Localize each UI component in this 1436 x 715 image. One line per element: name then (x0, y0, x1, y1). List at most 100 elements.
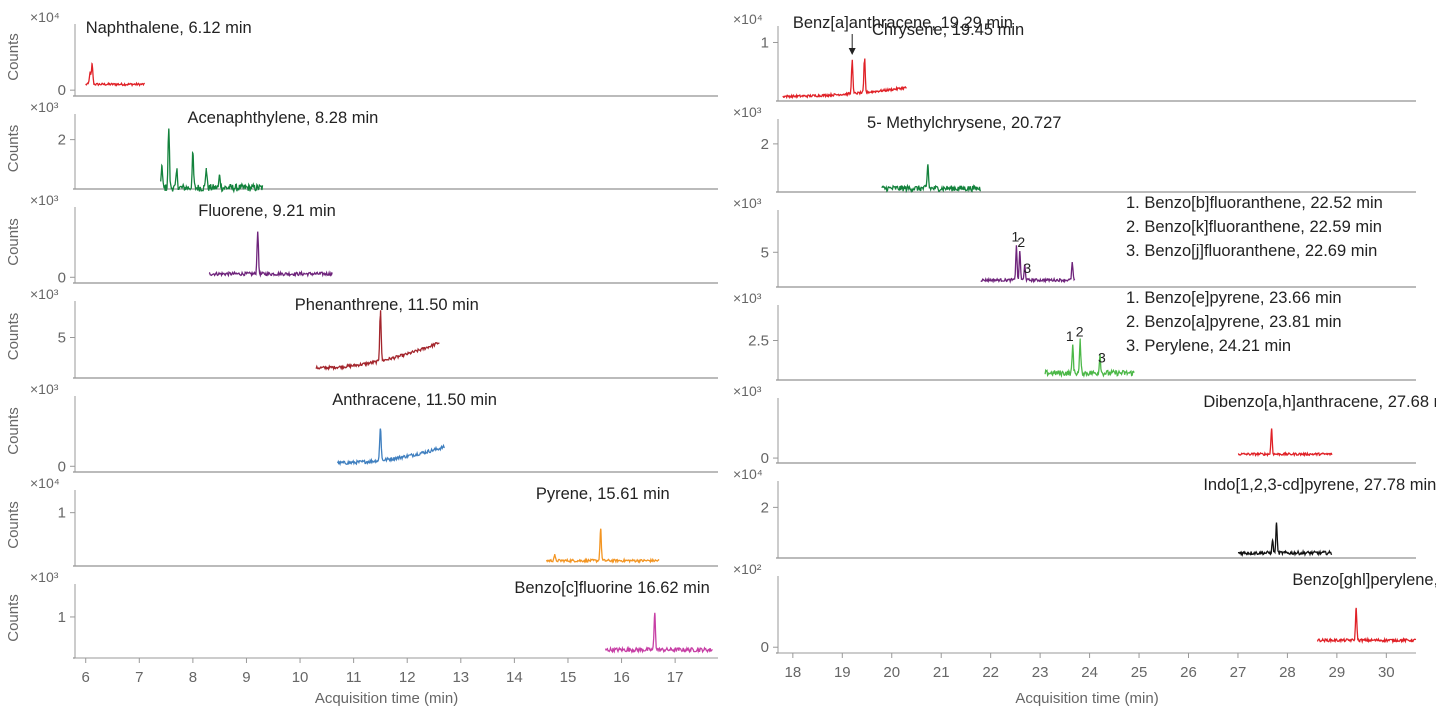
y-tick-label: 0 (58, 269, 66, 286)
compound-annotation: Benz[a]anthracene, 19.29 min (793, 14, 1013, 32)
y-tick-label: 2 (58, 132, 66, 149)
peak-legend-entry: 1. Benzo[b]fluoranthene, 22.52 min (1126, 194, 1383, 212)
chromatogram-trace (208, 231, 333, 278)
y-multiplier-label: ×10⁴ (733, 466, 763, 482)
y-tick-label: 5 (58, 330, 66, 347)
y-axis-label: Counts (5, 33, 22, 81)
x-tick-label: 8 (189, 669, 197, 686)
y-tick-label: 2 (761, 499, 769, 516)
y-tick-label: 1 (58, 505, 66, 522)
x-tick-label: 11 (346, 669, 362, 686)
x-tick-label: 22 (982, 664, 999, 681)
peak-number-label: 3 (1098, 349, 1106, 365)
y-tick-label: 2 (761, 136, 769, 153)
x-tick-label: 15 (560, 669, 577, 686)
y-tick-label: 5 (761, 244, 769, 261)
y-tick-label: 0 (58, 82, 66, 99)
y-multiplier-label: ×10³ (733, 104, 762, 120)
y-multiplier-label: ×10³ (30, 286, 59, 302)
y-axis-label: Counts (5, 125, 22, 173)
y-multiplier-label: ×10⁴ (733, 11, 763, 27)
x-tick-label: 20 (883, 664, 900, 681)
x-tick-label: 23 (1032, 664, 1049, 681)
annotation-arrow-head (848, 48, 856, 55)
peak-number-label: 1 (1011, 228, 1019, 244)
x-tick-label: 9 (242, 669, 250, 686)
chromatogram-trace (160, 128, 264, 194)
compound-annotation: Anthracene, 11.50 min (332, 391, 497, 409)
chromatogram-trace (337, 428, 445, 467)
x-tick-label: 13 (452, 669, 469, 686)
y-multiplier-label: ×10⁴ (30, 9, 60, 25)
x-tick-label: 7 (135, 669, 143, 686)
y-tick-label: 0 (761, 450, 769, 467)
chromatogram-trace (980, 245, 1076, 284)
y-tick-label: 2.5 (748, 333, 769, 350)
chromatogram-trace (85, 62, 146, 88)
y-multiplier-label: ×10⁴ (30, 475, 60, 491)
y-multiplier-label: ×10³ (30, 381, 59, 397)
x-tick-label: 10 (292, 669, 309, 686)
compound-annotation: Acenaphthylene, 8.28 min (188, 109, 379, 127)
x-tick-label: 24 (1081, 664, 1098, 681)
y-tick-label: 1 (58, 609, 66, 626)
x-tick-label: 14 (506, 669, 523, 686)
peak-legend-entry: 3. Benzo[j]fluoranthene, 22.69 min (1126, 242, 1377, 260)
chromatogram-trace (881, 164, 981, 194)
compound-annotation: Phenanthrene, 11.50 min (295, 296, 479, 314)
x-tick-label: 18 (784, 664, 801, 681)
peak-number-label: 2 (1017, 234, 1025, 250)
y-multiplier-label: ×10³ (30, 192, 59, 208)
peak-legend-entry: 2. Benzo[a]pyrene, 23.81 min (1126, 313, 1342, 331)
x-tick-label: 6 (82, 669, 90, 686)
x-tick-label: 30 (1378, 664, 1395, 681)
chromatogram-trace (1237, 428, 1333, 458)
y-tick-label: 0 (761, 639, 769, 656)
compound-annotation: Naphthalene, 6.12 min (86, 19, 252, 37)
x-tick-label: 21 (933, 664, 950, 681)
x-tick-label: 29 (1329, 664, 1346, 681)
compound-annotation: Pyrene, 15.61 min (536, 485, 670, 503)
compound-annotation: Fluorene, 9.21 min (198, 202, 336, 220)
compound-annotation: 5- Methylchrysene, 20.727 (867, 114, 1061, 132)
x-tick-label: 28 (1279, 664, 1296, 681)
compound-annotation: Chrysene, 19.45 min (872, 21, 1024, 39)
peak-number-label: 1 (1066, 328, 1074, 344)
y-axis-label: Counts (5, 218, 22, 266)
chromatogram-trace (1316, 607, 1417, 645)
chromatogram-trace (315, 310, 440, 371)
y-multiplier-label: ×10³ (30, 99, 59, 115)
chromatogram-trace (1237, 522, 1333, 557)
y-multiplier-label: ×10³ (30, 569, 59, 585)
compound-annotation: Benzo[c]fluorine 16.62 min (514, 579, 709, 597)
chromatogram-trace (1044, 338, 1135, 378)
peak-legend-entry: 1. Benzo[e]pyrene, 23.66 min (1126, 289, 1342, 307)
x-tick-label: 16 (613, 669, 630, 686)
peak-number-label: 3 (1023, 260, 1031, 276)
y-multiplier-label: ×10³ (733, 290, 762, 306)
y-axis-label: Counts (5, 594, 22, 642)
x-tick-label: 25 (1131, 664, 1148, 681)
y-multiplier-label: ×10² (733, 561, 762, 577)
peak-number-label: 2 (1076, 324, 1084, 340)
x-tick-label: 27 (1230, 664, 1247, 681)
compound-annotation: Indo[1,2,3-cd]pyrene, 27.78 min (1203, 476, 1436, 494)
y-axis-label: Counts (5, 313, 22, 361)
x-axis-label: Acquisition time (min) (315, 690, 458, 707)
chromatogram-trace (545, 528, 660, 564)
y-axis-label: Counts (5, 407, 22, 455)
x-tick-label: 12 (399, 669, 416, 686)
y-axis-label: Counts (5, 501, 22, 549)
x-tick-label: 26 (1180, 664, 1197, 681)
y-multiplier-label: ×10³ (733, 383, 762, 399)
x-tick-label: 17 (667, 669, 684, 686)
peak-legend-entry: 3. Perylene, 24.21 min (1126, 337, 1291, 355)
y-multiplier-label: ×10³ (733, 195, 762, 211)
chromatogram-trace (782, 58, 907, 100)
peak-legend-entry: 2. Benzo[k]fluoranthene, 22.59 min (1126, 218, 1382, 236)
chromatogram-trace (604, 612, 713, 654)
x-tick-label: 19 (834, 664, 851, 681)
y-tick-label: 1 (761, 34, 769, 51)
compound-annotation: Benzo[ghl]perylene, 29.39 min (1292, 571, 1436, 589)
